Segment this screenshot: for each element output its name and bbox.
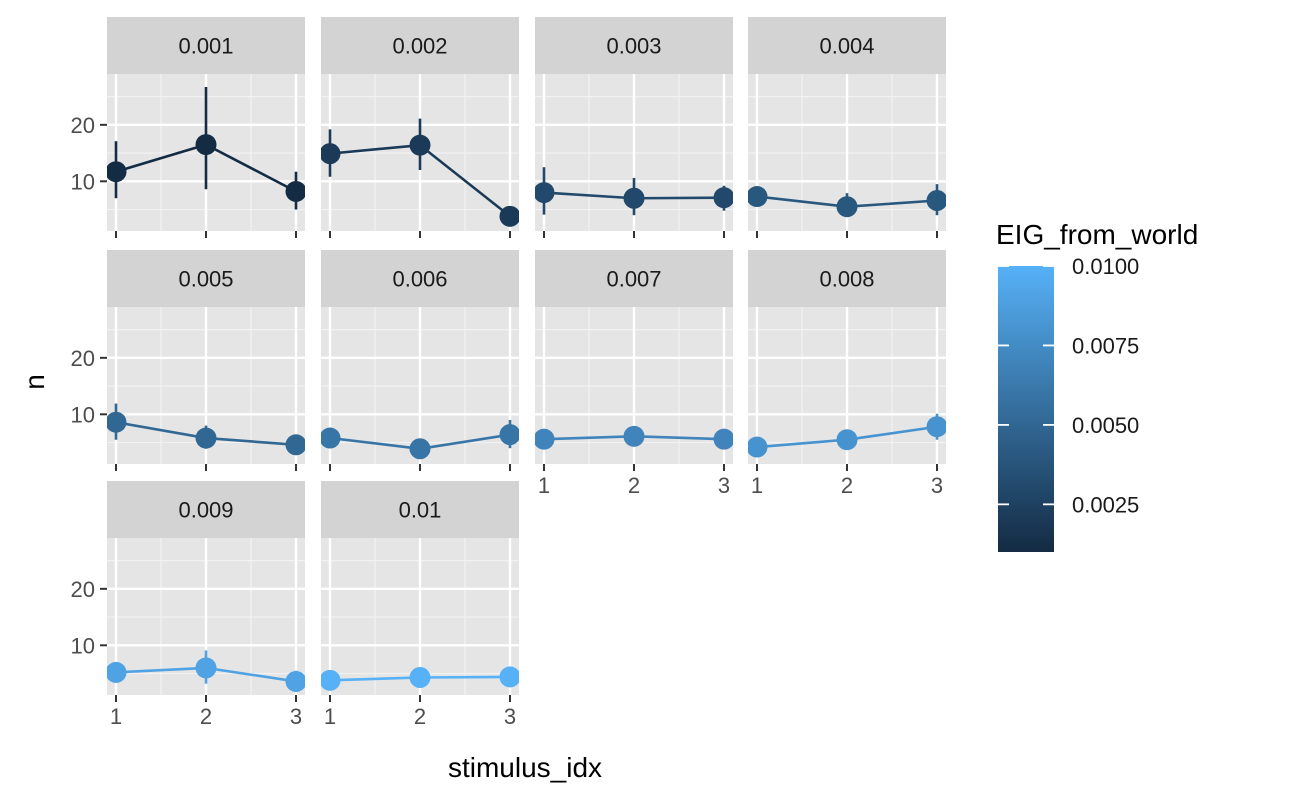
x-tick-label: 1 <box>538 473 550 498</box>
data-point <box>499 424 519 446</box>
x-tick-label: 1 <box>751 473 763 498</box>
panel-data <box>535 425 733 450</box>
legend-label: 0.0050 <box>1072 413 1139 438</box>
data-point <box>836 429 858 451</box>
facet-panel: 0.009 10 20 1 2 3 <box>71 481 305 729</box>
y-tick-label: 10 <box>71 633 95 658</box>
data-point <box>409 666 431 688</box>
data-point <box>107 161 127 183</box>
facet-strip-label: 0.007 <box>606 267 661 292</box>
y-tick-label: 20 <box>71 577 95 602</box>
panel-data <box>321 666 519 691</box>
x-tick-label: 1 <box>324 704 336 729</box>
data-point <box>535 182 555 204</box>
y-tick-label: 20 <box>71 113 95 138</box>
facet-panels: 0.001 10 20 0.002 0.003 0.004 0.005 10 20 0.006 0.… <box>71 17 946 729</box>
data-point <box>748 186 768 208</box>
data-point <box>195 657 217 679</box>
data-point <box>285 180 305 202</box>
facet-strip-label: 0.006 <box>392 267 447 292</box>
facet-strip <box>321 250 519 307</box>
facet-strip <box>107 250 305 307</box>
data-point <box>926 190 946 212</box>
data-point <box>713 428 733 450</box>
legend-label: 0.0025 <box>1072 492 1139 517</box>
panel-data <box>748 184 946 218</box>
y-tick-label: 20 <box>71 346 95 371</box>
data-point <box>321 427 341 449</box>
x-tick-label: 3 <box>290 704 302 729</box>
x-tick-label: 3 <box>504 704 516 729</box>
legend-colorbar <box>998 266 1054 552</box>
facet-panel: 0.008 1 2 3 <box>748 250 946 498</box>
x-tick-label: 2 <box>200 704 212 729</box>
legend-label: 0.0100 <box>1072 254 1139 279</box>
x-tick-label: 3 <box>931 473 943 498</box>
data-point <box>321 669 341 691</box>
data-point <box>285 434 305 456</box>
facet-strip <box>107 17 305 74</box>
color-legend: EIG_from_world 0.0025 0.0050 0.0075 0.0100 <box>996 219 1198 552</box>
y-tick-label: 10 <box>71 402 95 427</box>
facet-strip-label: 0.004 <box>819 34 874 59</box>
data-point <box>409 438 431 460</box>
data-point <box>409 134 431 156</box>
facet-strip <box>321 481 519 538</box>
data-point <box>195 134 217 156</box>
panel-data <box>321 419 519 460</box>
facet-strip <box>748 17 946 74</box>
data-point <box>623 425 645 447</box>
y-axis-title: n <box>19 374 50 390</box>
data-point <box>623 187 645 209</box>
x-tick-label: 1 <box>110 704 122 729</box>
x-tick-label: 2 <box>628 473 640 498</box>
legend-title: EIG_from_world <box>996 219 1198 250</box>
data-point <box>321 143 341 165</box>
panel-data <box>107 650 305 692</box>
facet-strip-label: 0.01 <box>399 498 442 523</box>
facet-strip <box>535 250 733 307</box>
legend-label: 0.0075 <box>1072 333 1139 358</box>
facet-strip <box>535 17 733 74</box>
facet-panel: 0.006 <box>321 250 519 471</box>
facet-strip-label: 0.009 <box>178 498 233 523</box>
facet-panel: 0.002 <box>321 17 519 238</box>
facet-panel: 0.005 10 20 <box>71 250 305 471</box>
data-point <box>107 411 127 433</box>
x-tick-label: 2 <box>414 704 426 729</box>
facet-panel: 0.003 <box>535 17 733 238</box>
panel-data <box>748 413 946 458</box>
data-point <box>195 427 217 449</box>
data-point <box>285 670 305 692</box>
facet-strip-label: 0.003 <box>606 34 661 59</box>
y-tick-label: 10 <box>71 169 95 194</box>
x-tick-label: 2 <box>841 473 853 498</box>
panel-data <box>535 167 733 216</box>
facet-panel: 0.004 <box>748 17 946 238</box>
facet-strip <box>107 481 305 538</box>
data-point <box>836 196 858 218</box>
facet-panel: 0.01 1 2 3 <box>321 481 519 729</box>
data-point <box>499 205 519 227</box>
x-tick-label: 3 <box>718 473 730 498</box>
data-point <box>713 187 733 209</box>
facet-strip-label: 0.001 <box>178 34 233 59</box>
panel-data <box>321 118 519 227</box>
facet-panel: 0.001 10 20 <box>71 17 305 238</box>
facet-strip-label: 0.002 <box>392 34 447 59</box>
facet-strip-label: 0.008 <box>819 267 874 292</box>
data-point <box>535 428 555 450</box>
facet-panel: 0.007 1 2 3 <box>535 250 733 498</box>
facet-strip <box>748 250 946 307</box>
facet-strip <box>321 17 519 74</box>
data-point <box>499 666 519 688</box>
data-point <box>748 436 768 458</box>
data-point <box>926 416 946 438</box>
panel-data <box>107 403 305 456</box>
facet-strip-label: 0.005 <box>178 267 233 292</box>
panel-data <box>107 86 305 210</box>
data-point <box>107 661 127 683</box>
x-axis-title: stimulus_idx <box>448 752 602 783</box>
